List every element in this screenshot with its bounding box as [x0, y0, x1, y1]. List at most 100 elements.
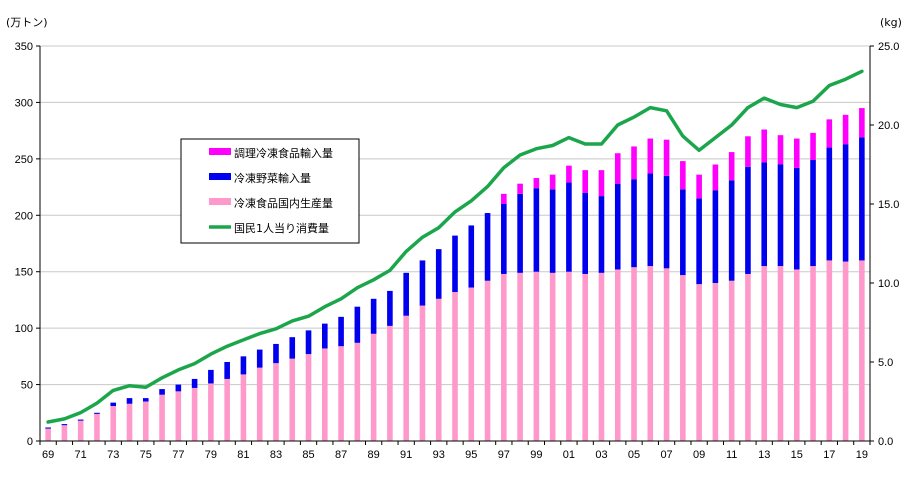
- bar-vegetable-import: [566, 182, 572, 272]
- legend-swatch-cooked-import: [209, 148, 231, 155]
- bar-vegetable-import: [159, 389, 165, 395]
- x-tick-label: 13: [758, 449, 770, 461]
- bar-domestic-production: [728, 280, 735, 441]
- bar-vegetable-import: [549, 189, 556, 273]
- bar-domestic-production: [663, 268, 670, 441]
- x-tick-label: 79: [205, 449, 217, 461]
- bar-domestic-production: [338, 346, 344, 441]
- left-tick-label: 200: [15, 210, 33, 222]
- x-tick-label: 87: [335, 449, 347, 461]
- legend-swatch-vegetable-import: [209, 173, 231, 180]
- bar-domestic-production: [273, 363, 279, 441]
- bar-vegetable-import: [403, 272, 409, 316]
- legend-label-domestic-production: 冷凍食品国内生産量: [234, 196, 333, 210]
- bar-domestic-production: [175, 391, 182, 441]
- bar-domestic-production: [468, 287, 475, 441]
- left-tick-label: 350: [15, 41, 33, 53]
- bar-vegetable-import: [45, 427, 51, 429]
- bar-cooked-import: [793, 138, 800, 168]
- legend-swatch-domestic-production: [209, 198, 231, 205]
- legend-label-cooked-import: 調理冷凍食品輸入量: [234, 146, 333, 160]
- bar-vegetable-import: [810, 159, 816, 267]
- bar-vegetable-import: [647, 173, 654, 267]
- bar-domestic-production: [793, 269, 800, 441]
- left-tick-label: 100: [15, 323, 33, 335]
- bar-vegetable-import: [77, 419, 84, 421]
- bar-domestic-production: [533, 271, 540, 441]
- bar-cooked-import: [826, 119, 833, 148]
- bar-vegetable-import: [745, 166, 751, 274]
- x-tick-label: 09: [693, 449, 705, 461]
- bar-vegetable-import: [598, 196, 605, 273]
- right-tick-label: 25.0: [878, 41, 899, 53]
- bar-domestic-production: [159, 394, 165, 441]
- x-tick-label: 69: [42, 449, 54, 461]
- axes: [39, 46, 871, 442]
- x-tick-label: 95: [465, 449, 477, 461]
- bars: [45, 108, 865, 441]
- right-axis-ticks: 0.0 5.0 10.0 15.0 20.0 25.0: [870, 41, 899, 448]
- x-tick-label: 73: [107, 449, 119, 461]
- bar-vegetable-import: [663, 175, 670, 269]
- left-tick-label: 250: [15, 154, 33, 166]
- bar-vegetable-import: [110, 402, 117, 407]
- bar-domestic-production: [240, 374, 247, 441]
- bar-vegetable-import: [126, 398, 133, 404]
- bar-domestic-production: [826, 260, 833, 441]
- x-tick-label: 99: [530, 449, 542, 461]
- bar-vegetable-import: [273, 343, 279, 364]
- bar-domestic-production: [110, 406, 117, 441]
- bar-domestic-production: [631, 267, 637, 441]
- x-axis-ticks: 69 71 73 75 77 79 81 83 85 87 89 91 93 95 97 99 01 03 05 07…: [39, 441, 871, 461]
- x-tick-label: 83: [270, 449, 282, 461]
- bar-domestic-production: [810, 266, 816, 441]
- bar-domestic-production: [549, 272, 556, 441]
- consumption-line: [46, 69, 864, 424]
- bar-vegetable-import: [501, 204, 507, 274]
- right-tick-label: 0.0: [878, 436, 893, 448]
- bar-domestic-production: [517, 272, 523, 441]
- bar-cooked-import: [582, 170, 588, 193]
- x-tick-label: 97: [498, 449, 510, 461]
- bar-cooked-import: [712, 164, 719, 191]
- bar-domestic-production: [403, 315, 409, 441]
- bar-vegetable-import: [826, 147, 833, 261]
- bar-domestic-production: [419, 305, 426, 441]
- bar-domestic-production: [842, 261, 849, 441]
- bar-vegetable-import: [175, 384, 182, 392]
- x-tick-label: 07: [660, 449, 672, 461]
- bar-cooked-import: [810, 132, 816, 160]
- bar-vegetable-import: [712, 190, 719, 283]
- x-tick-label: 77: [172, 449, 184, 461]
- bar-domestic-production: [305, 354, 312, 441]
- bar-domestic-production: [582, 273, 588, 441]
- bar-cooked-import: [728, 152, 735, 181]
- right-tick-label: 10.0: [878, 278, 899, 290]
- bar-domestic-production: [256, 367, 263, 441]
- bar-domestic-production: [370, 333, 377, 441]
- bar-vegetable-import: [582, 192, 588, 274]
- x-tick-label: 75: [140, 449, 152, 461]
- right-axis-unit: (kg): [880, 16, 902, 29]
- bar-vegetable-import: [435, 249, 442, 299]
- bar-cooked-import: [761, 129, 768, 163]
- bar-cooked-import: [501, 193, 507, 204]
- bar-vegetable-import: [338, 316, 344, 347]
- x-tick-label: 11: [726, 449, 737, 461]
- bar-vegetable-import: [322, 323, 328, 349]
- left-axis-unit: (万トン): [6, 16, 48, 29]
- bar-vegetable-import: [224, 362, 230, 379]
- bar-domestic-production: [435, 298, 442, 441]
- x-tick-label: 15: [791, 449, 803, 461]
- bar-vegetable-import: [614, 183, 621, 270]
- bar-vegetable-import: [370, 298, 377, 334]
- x-tick-label: 81: [237, 449, 249, 461]
- bar-vegetable-import: [94, 412, 100, 414]
- bar-vegetable-import: [387, 290, 393, 326]
- bar-domestic-production: [712, 283, 719, 441]
- x-tick-label: 85: [302, 449, 314, 461]
- x-tick-label: 89: [368, 449, 380, 461]
- bar-cooked-import: [647, 138, 654, 174]
- bar-vegetable-import: [680, 189, 686, 276]
